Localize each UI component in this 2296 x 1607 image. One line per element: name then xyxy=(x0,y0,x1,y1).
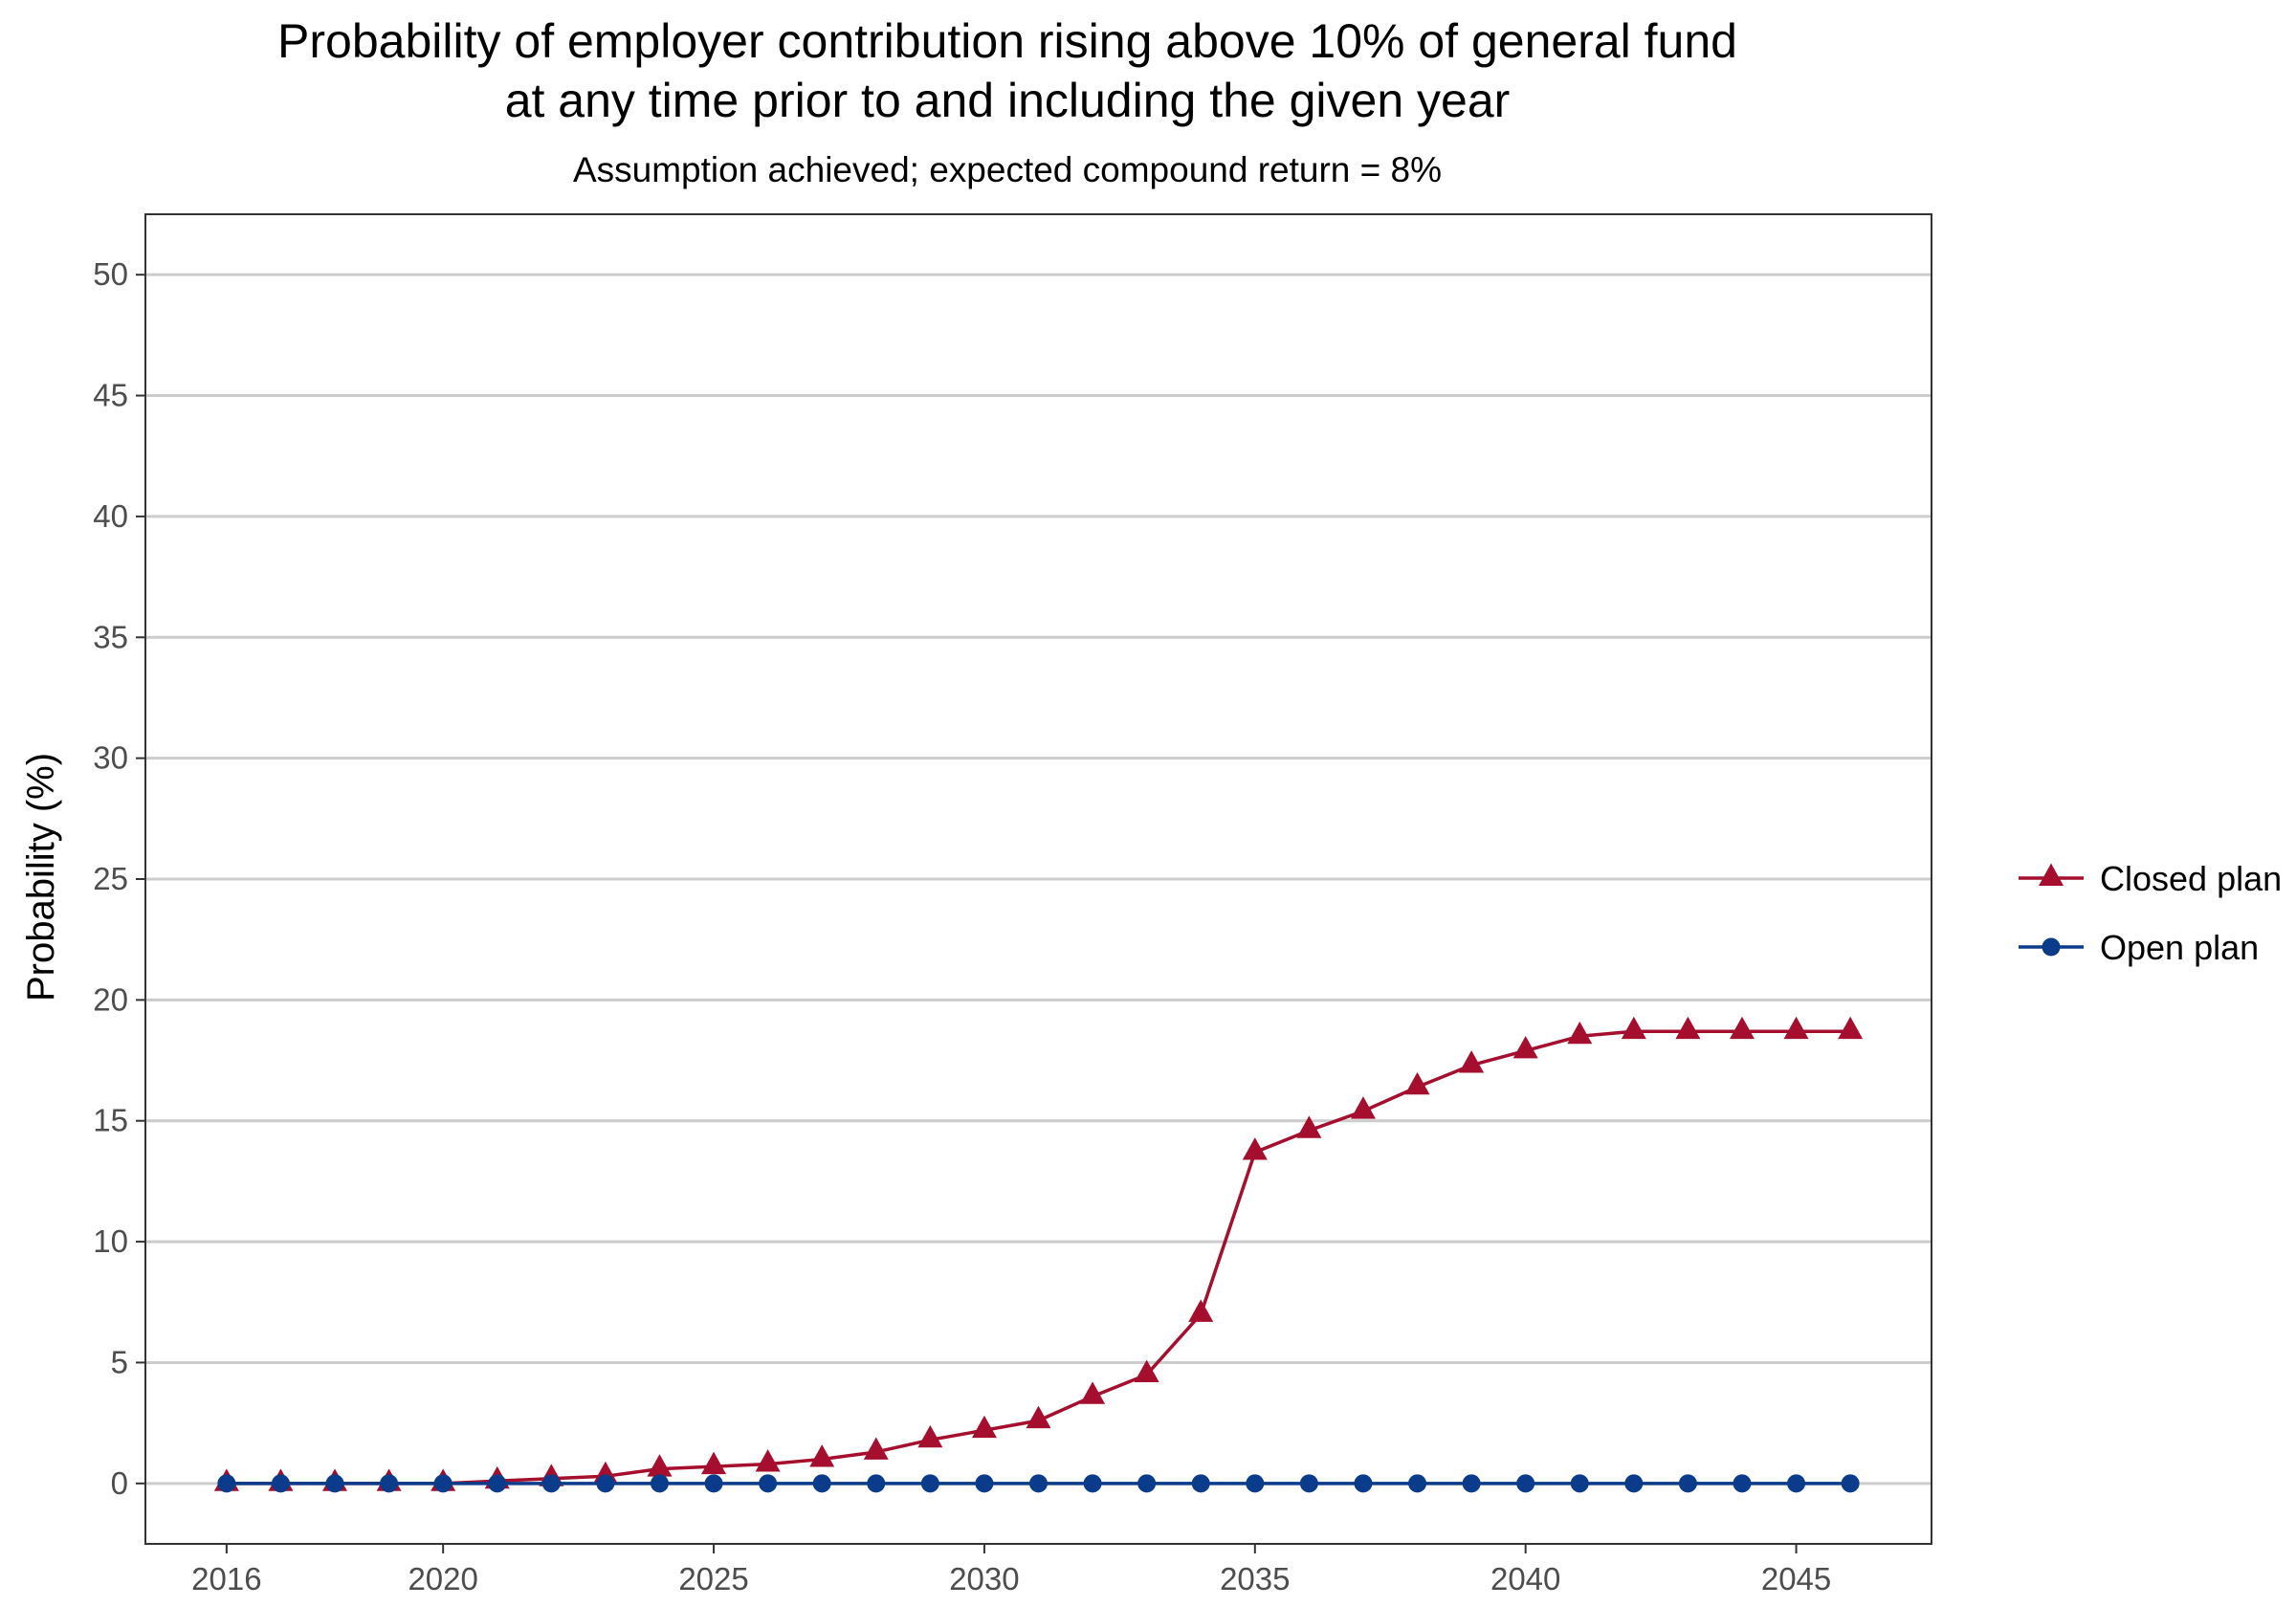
legend: Closed plan Open plan xyxy=(2019,859,2282,967)
gridlines xyxy=(145,273,1932,1486)
data-point xyxy=(1134,1359,1159,1383)
y-tick-label: 5 xyxy=(111,1344,128,1379)
data-point xyxy=(1570,1474,1589,1493)
data-point xyxy=(701,1451,727,1475)
data-point xyxy=(488,1474,507,1493)
data-point xyxy=(917,1424,943,1448)
y-tick-label: 40 xyxy=(93,498,128,534)
data-point xyxy=(1299,1474,1318,1493)
x-tick-label: 2030 xyxy=(949,1561,1019,1596)
data-point xyxy=(1242,1137,1268,1160)
data-point xyxy=(1841,1474,1860,1493)
data-point xyxy=(647,1454,673,1477)
y-tick-label: 20 xyxy=(93,981,128,1017)
y-tick-label: 10 xyxy=(93,1223,128,1259)
data-point xyxy=(271,1474,290,1493)
data-point xyxy=(1675,1016,1701,1040)
data-point xyxy=(1733,1474,1752,1493)
chart-title-line1: Probability of employer contribution ris… xyxy=(277,14,1737,68)
data-point xyxy=(1080,1381,1106,1404)
x-tick-label: 2045 xyxy=(1761,1561,1831,1596)
data-point xyxy=(217,1474,236,1493)
data-point xyxy=(759,1474,778,1493)
data-point xyxy=(1137,1474,1157,1493)
data-point xyxy=(1026,1405,1051,1429)
y-axis-title: Probability (%) xyxy=(20,753,62,1002)
data-point xyxy=(1567,1021,1593,1045)
x-tick-label: 2020 xyxy=(408,1561,477,1596)
data-point xyxy=(1624,1474,1644,1493)
data-point xyxy=(380,1474,399,1493)
data-point xyxy=(1188,1299,1214,1322)
data-point xyxy=(1516,1474,1535,1493)
data-point xyxy=(1783,1016,1809,1040)
data-point xyxy=(1621,1016,1646,1040)
data-point xyxy=(920,1474,939,1493)
data-point xyxy=(1459,1050,1485,1073)
data-point xyxy=(541,1474,561,1493)
legend-marker xyxy=(2042,937,2061,957)
data-point xyxy=(1029,1474,1048,1493)
x-tick-label: 2016 xyxy=(191,1561,261,1596)
data-point xyxy=(755,1449,781,1472)
chart-subtitle: Assumption achieved; expected compound r… xyxy=(573,150,1442,189)
chart-title-line2: at any time prior to and including the g… xyxy=(505,74,1511,127)
data-point xyxy=(704,1474,723,1493)
data-point xyxy=(1083,1474,1102,1493)
data-point xyxy=(433,1474,453,1493)
data-point xyxy=(1838,1016,1864,1040)
data-point xyxy=(1462,1474,1481,1493)
legend-label: Open plan xyxy=(2100,928,2259,967)
data-point xyxy=(1354,1474,1373,1493)
y-tick-label: 25 xyxy=(93,861,128,896)
y-tick-label: 0 xyxy=(111,1465,128,1501)
y-tick-label: 15 xyxy=(93,1103,128,1138)
data-point xyxy=(975,1474,994,1493)
data-point xyxy=(1191,1474,1210,1493)
y-tick-label: 45 xyxy=(93,378,128,413)
data-point xyxy=(1787,1474,1806,1493)
data-point xyxy=(1350,1096,1376,1119)
y-tick-label: 30 xyxy=(93,740,128,776)
data-point xyxy=(1404,1071,1430,1095)
plot-border xyxy=(144,213,1932,1545)
data-series xyxy=(213,1016,1864,1493)
data-point xyxy=(867,1474,886,1493)
y-tick-label: 50 xyxy=(93,256,128,292)
x-tick-label: 2035 xyxy=(1220,1561,1290,1596)
legend-marker xyxy=(2039,863,2064,886)
data-point xyxy=(863,1437,889,1460)
data-point xyxy=(1408,1474,1427,1493)
data-point xyxy=(971,1415,997,1439)
x-tick-label: 2025 xyxy=(678,1561,748,1596)
data-point xyxy=(1512,1035,1538,1059)
data-point xyxy=(812,1474,831,1493)
data-point xyxy=(809,1444,835,1467)
data-point xyxy=(1246,1474,1265,1493)
data-point xyxy=(650,1474,669,1493)
y-tick-label: 35 xyxy=(93,619,128,654)
data-point xyxy=(1678,1474,1697,1493)
data-point xyxy=(596,1474,615,1493)
legend-label: Closed plan xyxy=(2100,859,2282,898)
data-point xyxy=(1729,1016,1755,1040)
x-tick-label: 2040 xyxy=(1490,1561,1560,1596)
data-point xyxy=(325,1474,344,1493)
data-point xyxy=(1296,1115,1322,1138)
